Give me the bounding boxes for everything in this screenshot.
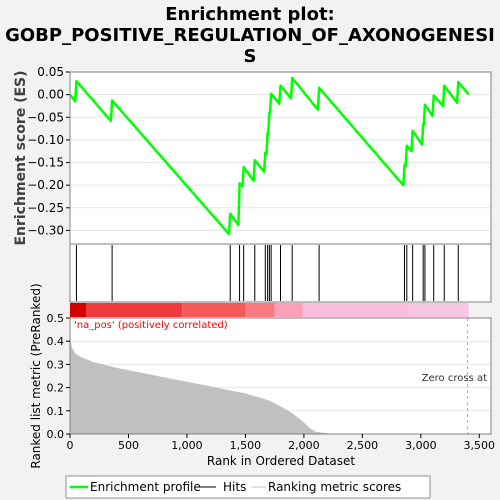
metric-x-tick-label: 500 — [118, 439, 139, 452]
metric-x-tick-label: 1,000 — [171, 439, 203, 452]
metric-y-tick-label: 0.5 — [47, 312, 65, 325]
legend-es-label: Enrichment profile — [90, 480, 201, 494]
ranked-metric-area — [70, 338, 469, 434]
metric-x-tick-label: 2,500 — [347, 439, 379, 452]
es-y-tick-label: −0.20 — [27, 178, 64, 192]
metric-x-tick-label: 0 — [67, 439, 74, 452]
metric-panel-frame — [69, 317, 492, 435]
metric-y-tick-label: 0.2 — [47, 382, 65, 395]
gradient-segment — [409, 303, 469, 317]
metric-y-tick-label: 0.1 — [47, 405, 65, 418]
metric-x-tick-label: 3,500 — [464, 439, 496, 452]
es-y-tick-label: −0.10 — [27, 133, 64, 147]
positive-correlation-label: 'na_pos' (positively correlated) — [74, 320, 228, 331]
zero-cross-label: Zero cross at — [422, 373, 487, 384]
metric-y-ticks: 0.0 0.1 0.2 0.3 0.4 0.5 — [47, 312, 70, 441]
es-y-tick-label: −0.25 — [27, 201, 64, 215]
es-ylabel: Enrichment score (ES) — [13, 70, 29, 245]
metric-x-tick-label: 2,000 — [288, 439, 320, 452]
ranking-gradient-bar — [70, 303, 469, 317]
es-y-tick-label: −0.30 — [27, 223, 64, 237]
gradient-segment — [245, 303, 275, 317]
metric-y-tick-label: 0.4 — [47, 335, 65, 348]
hit-markers — [75, 245, 459, 301]
legend-ranking-label: Ranking metric scores — [268, 480, 401, 494]
es-y-tick-label: 0.05 — [37, 65, 64, 79]
title-line-1: Enrichment plot: — [165, 4, 335, 25]
metric-xlabel: Rank in Ordered Dataset — [207, 454, 355, 468]
gradient-segment — [86, 303, 183, 317]
metric-ylabel: Ranked list metric (PreRanked) — [29, 283, 43, 468]
title-line-3: S — [244, 46, 257, 67]
es-y-tick-label: −0.15 — [27, 156, 64, 170]
metric-x-ticks: 0 500 1,000 1,500 2,000 2,500 3,000 3,500 — [67, 434, 496, 452]
hits-panel-frame — [69, 243, 492, 303]
legend-hits-label: Hits — [223, 480, 246, 494]
gradient-segment — [274, 303, 303, 317]
es-y-ticks: 0.05 0.00 −0.05 −0.10 −0.15 −0.20 −0.25 −0.30 — [27, 65, 70, 237]
metric-y-tick-label: 0.3 — [47, 358, 65, 371]
es-y-tick-label: 0.00 — [37, 88, 64, 102]
legend-box — [65, 475, 431, 499]
es-y-tick-label: −0.05 — [27, 110, 64, 124]
metric-y-tick-label: 0.0 — [47, 428, 65, 441]
gradient-segment — [302, 303, 410, 317]
gradient-segment — [182, 303, 246, 317]
enrichment-profile-line — [69, 76, 470, 236]
title-line-2: GOBP_POSITIVE_REGULATION_OF_AXONOGENESI — [5, 25, 495, 46]
metric-x-tick-label: 3,000 — [405, 439, 437, 452]
metric-x-tick-label: 1,500 — [230, 439, 262, 452]
gradient-segment — [70, 303, 87, 317]
